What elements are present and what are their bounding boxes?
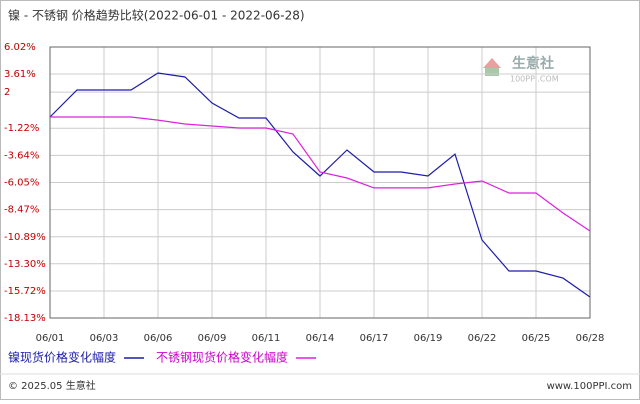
x-tick-label: 06/01 bbox=[36, 333, 65, 344]
y-tick-label: 3.61% bbox=[4, 69, 36, 80]
x-tick-label: 06/17 bbox=[360, 333, 389, 344]
x-tick-label: 06/06 bbox=[144, 333, 173, 344]
logo-icon bbox=[485, 68, 499, 76]
x-tick-label: 06/28 bbox=[576, 333, 605, 344]
footer-site: www.100PPI.com bbox=[547, 381, 632, 392]
series-line bbox=[50, 116, 591, 232]
chart-title: 镍 - 不锈钢 价格趋势比较(2022-06-01 - 2022-06-28) bbox=[8, 8, 305, 23]
y-tick-label: -18.13% bbox=[4, 313, 46, 324]
y-tick-label: 6.02% bbox=[4, 42, 36, 53]
plot-border bbox=[49, 46, 591, 319]
legend-label: 镍现货价格变化幅度 bbox=[8, 350, 116, 365]
legend-label: 不锈钢现货价格变化幅度 bbox=[156, 350, 288, 365]
y-tick-label: -1.22% bbox=[4, 123, 39, 134]
footer-copyright: © 2025.05 生意社 bbox=[8, 379, 96, 392]
logo-icon bbox=[483, 58, 501, 68]
x-tick-label: 06/03 bbox=[90, 333, 119, 344]
watermark-name: 生意社 bbox=[512, 55, 554, 72]
x-tick-label: 06/22 bbox=[468, 333, 497, 344]
series-line bbox=[49, 72, 591, 298]
y-tick-label: -6.05% bbox=[4, 177, 39, 188]
y-tick-label: -15.72% bbox=[4, 286, 46, 297]
x-tick-label: 06/25 bbox=[522, 333, 551, 344]
x-tick-label: 06/19 bbox=[414, 333, 443, 344]
y-tick-label: -13.30% bbox=[4, 259, 46, 270]
watermark-site: 100PPI.COM bbox=[510, 75, 559, 84]
y-tick-label: -10.89% bbox=[4, 232, 46, 243]
x-tick-label: 06/14 bbox=[306, 333, 335, 344]
watermark: 生意社 100PPI.COM bbox=[483, 55, 559, 84]
y-tick-label: -3.64% bbox=[4, 150, 39, 161]
x-tick-label: 06/09 bbox=[198, 333, 227, 344]
y-tick-label: 2 bbox=[4, 87, 10, 98]
y-tick-label: -8.47% bbox=[4, 205, 39, 216]
x-tick-label: 06/11 bbox=[252, 333, 281, 344]
